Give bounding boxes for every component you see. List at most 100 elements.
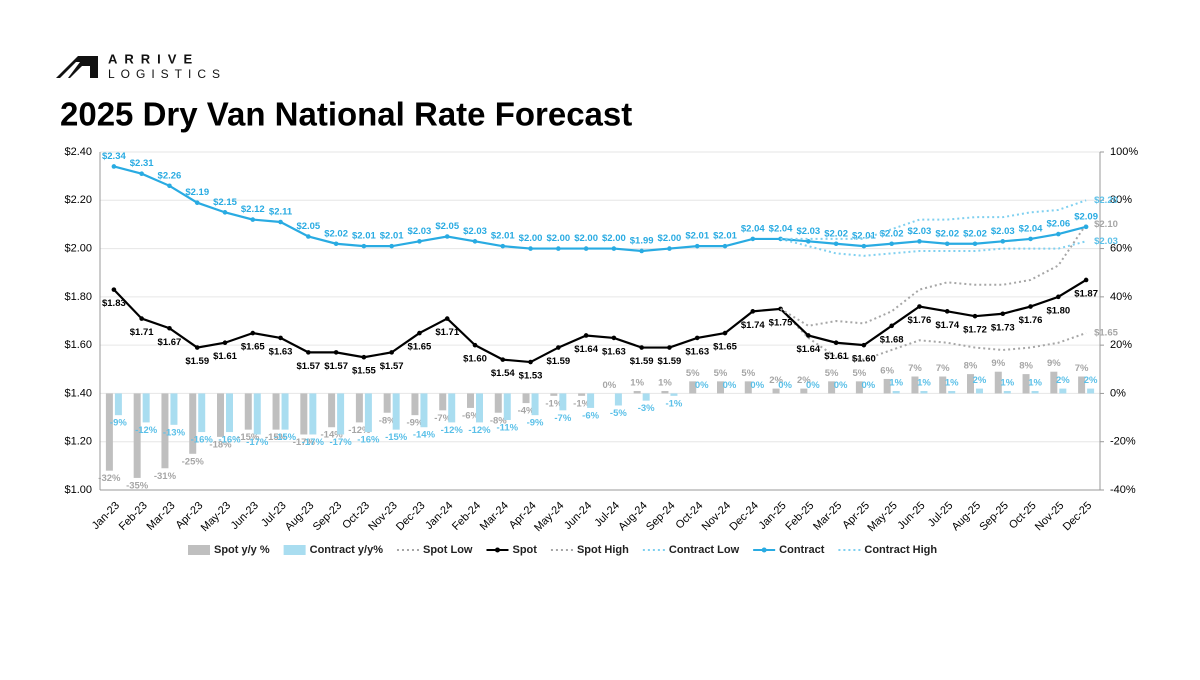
bar [1003, 391, 1011, 394]
bar [522, 393, 530, 404]
point-label: $1.53 [519, 371, 543, 382]
bar-label: -7% [434, 413, 451, 424]
bar-label: 2% [769, 375, 783, 386]
y-tick-label: $2.40 [64, 146, 92, 158]
point [1083, 224, 1089, 230]
bar [328, 393, 336, 428]
point [861, 243, 867, 249]
x-tick-label: Mar-25 [811, 500, 844, 533]
point-label: $2.04 [769, 223, 793, 234]
bar-label: -1% [573, 398, 590, 409]
point-label: $1.65 [1094, 328, 1118, 339]
bar-label: 8% [964, 361, 978, 372]
bar-label: 5% [853, 368, 867, 379]
legend-label: Spot y/y % [214, 544, 270, 556]
bar [503, 393, 511, 420]
x-tick-label: Aug-25 [950, 500, 984, 534]
y-tick-label: $1.60 [64, 339, 92, 351]
bar-label: 0% [695, 380, 709, 391]
bar-label: 1% [917, 378, 931, 389]
point-label: $1.60 [463, 354, 487, 365]
bar [642, 393, 650, 401]
point-label: $2.02 [935, 228, 959, 239]
point-label: $2.02 [824, 228, 848, 239]
line [780, 237, 1087, 257]
bar [614, 393, 622, 406]
point-label: $1.71 [435, 327, 459, 338]
logo-mark [56, 56, 98, 78]
point [750, 309, 756, 314]
point-label: $2.02 [963, 228, 987, 239]
bar-label: -17% [302, 437, 325, 448]
bar [939, 376, 947, 394]
bar [142, 393, 150, 423]
point [278, 219, 283, 225]
bar [114, 393, 122, 416]
bar-label: -14% [321, 430, 344, 441]
point-label: $1.87 [1074, 288, 1098, 299]
point-label: $1.64 [574, 344, 598, 355]
bar-label: -31% [154, 471, 177, 482]
point [833, 241, 839, 247]
legend-label: Contract y/y% [310, 544, 384, 556]
bar-label: 0% [723, 380, 737, 391]
point [1000, 239, 1006, 244]
y-tick-label: $1.20 [64, 436, 92, 448]
y2-tick-label: 20% [1110, 339, 1132, 351]
point-label: $2.01 [852, 231, 876, 242]
bar [448, 393, 456, 423]
point-label: $2.20 [1094, 195, 1118, 206]
point [417, 239, 422, 244]
bar [170, 393, 178, 425]
bar-label: 9% [1047, 358, 1061, 369]
bar [717, 381, 724, 394]
point [806, 333, 811, 338]
bar-label: -14% [413, 430, 436, 441]
point [667, 246, 672, 251]
bar [392, 393, 400, 430]
y2-tick-label: 80% [1110, 194, 1132, 206]
x-tick-label: Jan-24 [423, 500, 455, 532]
point [250, 330, 256, 336]
bar [855, 381, 863, 394]
point-label: $1.76 [1019, 315, 1043, 326]
point [472, 342, 478, 348]
y-tick-label: $2.00 [64, 242, 92, 254]
bar [892, 391, 900, 394]
y2-tick-label: -20% [1110, 436, 1136, 448]
point [361, 243, 367, 249]
point-label: $1.72 [963, 325, 987, 336]
point [278, 335, 283, 341]
point [722, 330, 728, 336]
point-label: $2.04 [1019, 223, 1043, 234]
point-label: $2.02 [324, 228, 348, 239]
point [139, 171, 144, 177]
bar-label: 1% [658, 378, 672, 389]
bar-label: -25% [182, 456, 205, 467]
bar [161, 393, 169, 469]
x-tick-label: May-25 [865, 500, 899, 534]
bar [226, 393, 233, 433]
x-tick-label: May-24 [532, 500, 566, 534]
point [667, 345, 672, 350]
x-tick-label: Feb-23 [117, 500, 150, 533]
x-tick-label: Jun-24 [562, 500, 594, 532]
point-label: $2.00 [546, 233, 570, 244]
bar-label: -9% [110, 418, 127, 429]
bar-label: -11% [496, 423, 518, 434]
bar [967, 374, 974, 394]
bar [633, 391, 641, 394]
bar [661, 391, 669, 394]
bar-label: -17% [330, 437, 353, 448]
point-label: $2.01 [685, 231, 709, 242]
point [611, 335, 617, 341]
point [306, 234, 311, 239]
bar-label: -3% [638, 403, 655, 414]
point-label: $1.63 [685, 346, 709, 357]
bar-label: -15% [265, 432, 288, 443]
bar [1059, 388, 1067, 394]
bar-label: -6% [582, 410, 599, 421]
point [639, 345, 644, 350]
point-label: $1.74 [935, 320, 959, 331]
point [1028, 236, 1033, 242]
